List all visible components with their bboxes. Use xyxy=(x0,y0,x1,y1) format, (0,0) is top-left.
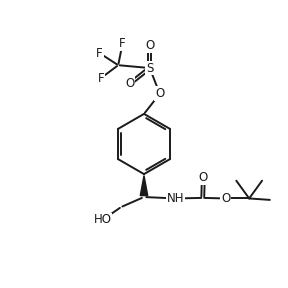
Text: O: O xyxy=(125,77,134,90)
Text: NH: NH xyxy=(167,192,184,205)
Text: F: F xyxy=(98,72,104,85)
Text: O: O xyxy=(221,192,230,205)
Text: F: F xyxy=(96,47,103,60)
Text: O: O xyxy=(145,39,154,52)
Polygon shape xyxy=(140,175,148,196)
Text: HO: HO xyxy=(93,213,111,226)
Text: S: S xyxy=(146,62,154,75)
Text: F: F xyxy=(119,37,126,50)
Text: O: O xyxy=(155,87,164,100)
Text: O: O xyxy=(199,171,208,184)
